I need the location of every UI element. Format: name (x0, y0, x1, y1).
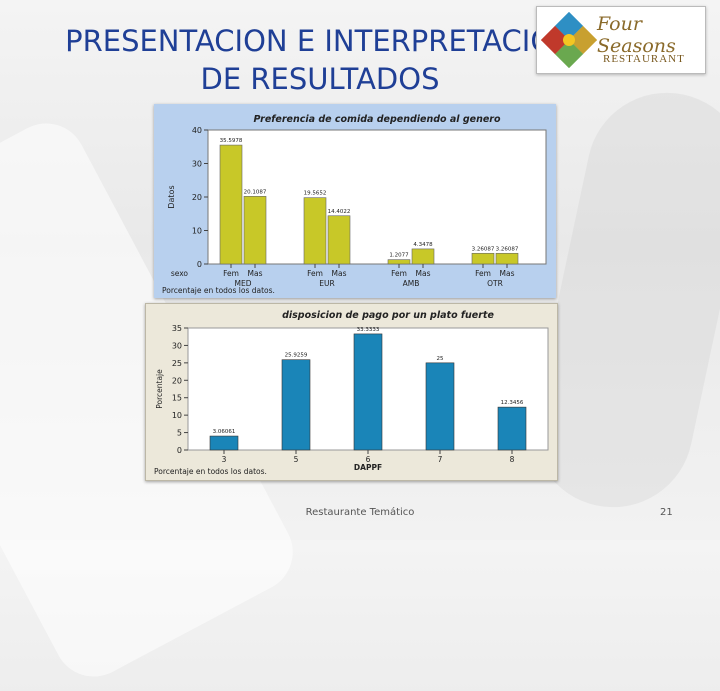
bar-data-label: 35.5978 (220, 138, 243, 144)
y-tick-label: 40 (192, 126, 202, 135)
x-tick-label: 7 (438, 455, 443, 464)
bar (243, 196, 267, 265)
logo-script-text: Four Seasons (597, 13, 676, 57)
x-tick-label: 8 (510, 455, 515, 464)
x-sub-category-label: Mas (332, 269, 347, 278)
restaurant-logo: Four Seasons RESTAURANT (536, 6, 706, 74)
bar (387, 259, 411, 265)
bar (209, 435, 239, 451)
x-sub-category-label: Fem (391, 269, 407, 278)
slide-footer: Restaurante Temático (305, 507, 415, 518)
title-line-1: PRESENTACION E INTERPRETACION (65, 24, 575, 58)
y-tick-label: 10 (192, 227, 202, 236)
bar-data-label: 12.3456 (501, 400, 524, 406)
x-sub-category-label: Mas (416, 269, 431, 278)
bar (497, 406, 527, 451)
chart-title: Preferencia de comida dependiendo al gen… (253, 114, 501, 125)
bar (281, 359, 311, 451)
bar (327, 215, 351, 265)
y-tick-label: 5 (177, 429, 182, 438)
y-tick-label: 0 (177, 446, 182, 455)
bar-data-label: 14.4022 (328, 209, 351, 215)
bar (425, 362, 455, 451)
x-sub-category-label: Fem (307, 269, 323, 278)
x-tick-label: 6 (366, 455, 371, 464)
page-number: 21 (660, 507, 673, 518)
page-title: PRESENTACION E INTERPRETACION DE RESULTA… (40, 22, 600, 98)
logo-sub-text: RESTAURANT (603, 53, 685, 65)
bar (471, 252, 495, 265)
x-axis-label: DAPPF (354, 463, 382, 472)
y-tick-label: 20 (172, 376, 182, 385)
x-tick-label: 5 (294, 455, 299, 464)
y-tick-label: 35 (172, 324, 182, 333)
y-tick-label: 20 (192, 193, 202, 202)
chart-panel-payment: disposicion de pago por un plato fuerte P… (145, 303, 558, 481)
bar (219, 144, 243, 265)
title-line-2: DE RESULTADOS (200, 62, 440, 96)
x-group-label: OTR (487, 279, 503, 288)
chart-footnote: Porcentaje en todos los datos. (162, 286, 275, 295)
y-tick-label: 0 (197, 260, 202, 269)
x-sub-category-label: Mas (248, 269, 263, 278)
x-row-label: sexo (171, 269, 189, 278)
bar-data-label: 3.26087 (472, 246, 495, 252)
x-tick-label: 3 (222, 455, 227, 464)
y-axis-label: Datos (167, 185, 176, 208)
y-tick-label: 15 (172, 394, 182, 403)
y-tick-label: 10 (172, 411, 182, 420)
bar-data-label: 33.3333 (357, 327, 380, 333)
bar (495, 252, 519, 265)
food-preference-chart: Preferencia de comida dependiendo al gen… (162, 114, 547, 295)
logo-emblem-icon (541, 12, 597, 68)
y-axis-label: Porcentaje (155, 369, 164, 409)
bar-data-label: 1.2077 (389, 253, 409, 259)
bar-data-label: 3.26087 (496, 246, 519, 252)
payment-disposition-chart: disposicion de pago por un plato fuerte P… (154, 310, 549, 476)
bar (303, 197, 327, 265)
chart-panel-food-preference: Preferencia de comida dependiendo al gen… (154, 104, 556, 298)
y-tick-label: 30 (192, 160, 202, 169)
y-tick-label: 30 (172, 341, 182, 350)
chart-footnote: Porcentaje en todos los datos. (154, 467, 267, 476)
y-tick-label: 25 (172, 359, 182, 368)
x-group-label: MED (235, 279, 252, 288)
x-group-label: EUR (319, 279, 334, 288)
bar-data-label: 4.3478 (413, 242, 433, 248)
bar-data-label: 3.06061 (213, 429, 236, 435)
x-group-label: AMB (403, 279, 420, 288)
bar-data-label: 20.1087 (244, 189, 267, 195)
x-sub-category-label: Fem (475, 269, 491, 278)
bar-data-label: 19.5652 (304, 191, 327, 197)
x-sub-category-label: Mas (500, 269, 515, 278)
x-sub-category-label: Fem (223, 269, 239, 278)
bar (411, 248, 435, 265)
bar-data-label: 25 (437, 356, 444, 362)
bar (353, 333, 383, 451)
bar-data-label: 25.9259 (285, 353, 308, 359)
chart-title: disposicion de pago por un plato fuerte (282, 310, 494, 321)
